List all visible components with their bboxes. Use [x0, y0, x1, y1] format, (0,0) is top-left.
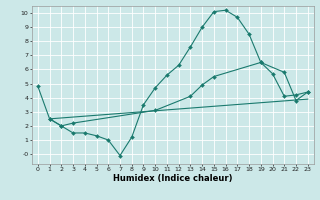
- X-axis label: Humidex (Indice chaleur): Humidex (Indice chaleur): [113, 174, 233, 183]
